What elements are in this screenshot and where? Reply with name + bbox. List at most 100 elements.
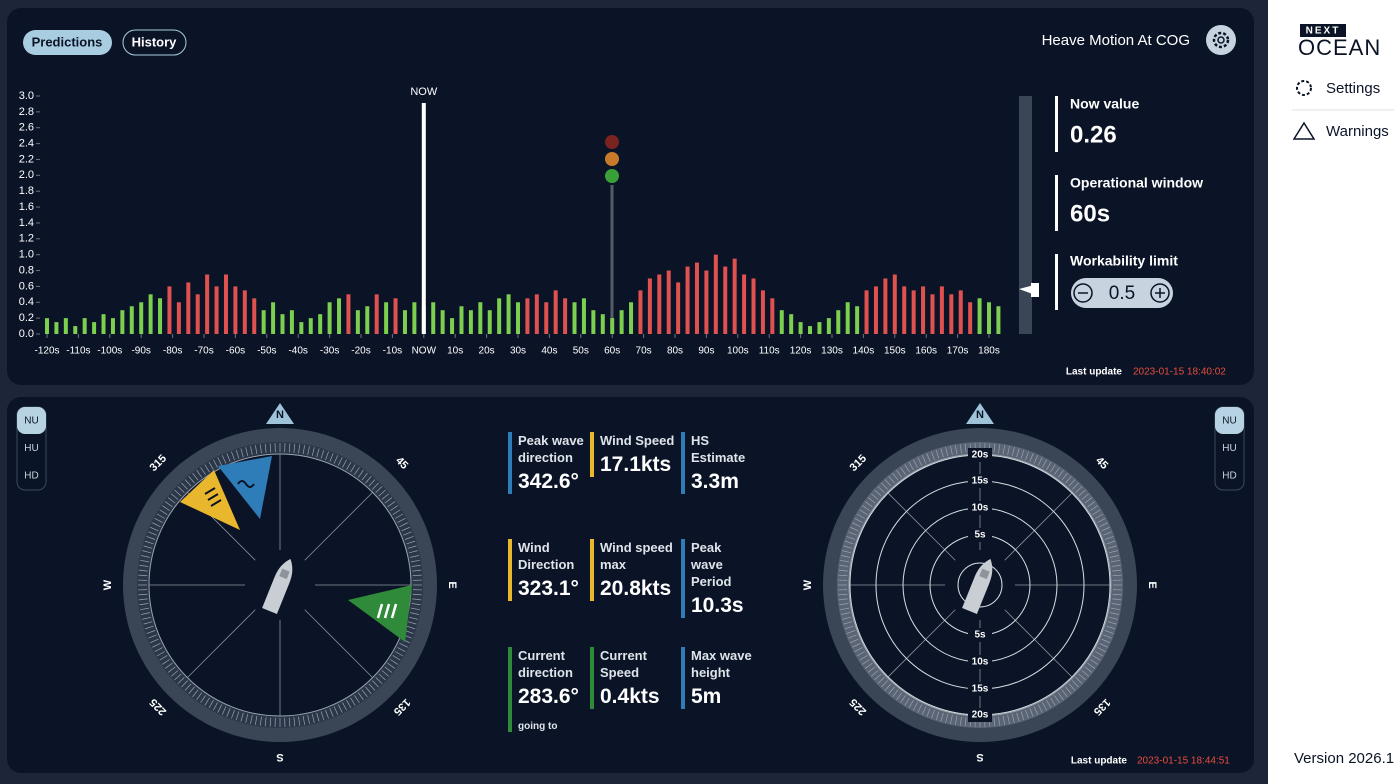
x-tick-label: 30s [510, 346, 526, 357]
bar [261, 310, 266, 334]
compass-tick [1007, 446, 1010, 455]
compass-tick [404, 630, 414, 634]
bar [666, 270, 671, 334]
compass-tick [867, 497, 876, 504]
compass-tick [167, 666, 176, 673]
compass-tick [395, 513, 404, 519]
bar [139, 302, 144, 334]
compass-tick [412, 569, 422, 572]
compass-tick [921, 455, 927, 464]
bar [412, 302, 417, 334]
compass-tick [337, 457, 343, 466]
compass-tick [1075, 677, 1083, 684]
compass-tick [325, 451, 329, 461]
compass-tick [329, 453, 334, 462]
compass-tick [1106, 540, 1116, 545]
bar [534, 294, 539, 334]
compass-tick [1108, 616, 1118, 620]
ring-label-bg [968, 708, 992, 722]
compass-tick [921, 706, 927, 715]
y-tick-label: 3.0 [19, 90, 34, 102]
view-mode[interactable]: HD [24, 471, 38, 482]
limit-handle[interactable] [1031, 283, 1039, 297]
compass-tick [240, 712, 244, 722]
compass-tick [378, 489, 386, 497]
compass-tick [148, 634, 157, 639]
compass-tick [316, 712, 320, 722]
compass-tick [877, 486, 885, 493]
compass-tick [381, 493, 390, 500]
nav-item[interactable]: Warnings [1326, 123, 1389, 140]
bar [92, 322, 97, 334]
decrement-button[interactable] [1073, 283, 1093, 303]
compass-tick [254, 445, 258, 455]
reading-value: 342.6° [518, 470, 579, 493]
view-mode-active[interactable] [1215, 407, 1244, 434]
compass-tick [184, 479, 192, 487]
metric-label: Operational window [1070, 175, 1203, 191]
compass-tick [410, 612, 419, 615]
compass-tick [852, 642, 861, 648]
view-mode[interactable]: HD [1222, 471, 1236, 482]
tab[interactable] [23, 30, 112, 55]
compass-tick [926, 453, 931, 462]
compass-tick [311, 713, 315, 723]
bar [836, 310, 841, 334]
vessel [262, 559, 293, 614]
bar [864, 290, 869, 334]
compass-tick [196, 692, 203, 701]
tab[interactable] [122, 29, 187, 56]
view-mode[interactable]: HU [1222, 443, 1236, 454]
bar [242, 290, 247, 334]
compass-tick [864, 501, 873, 508]
x-tick-label: 140s [853, 346, 875, 357]
bar [977, 298, 982, 334]
bar [921, 286, 926, 334]
view-mode[interactable]: NU [24, 416, 38, 427]
nav-item[interactable]: Settings [1326, 80, 1380, 97]
compass-tick [381, 670, 390, 677]
compass-tick [387, 662, 396, 669]
current-icon [376, 603, 398, 619]
y-tick-label: 2.6 [19, 122, 34, 134]
compass-tick [264, 717, 267, 727]
compass-tick [245, 447, 249, 457]
compass-tick [196, 469, 203, 478]
bar [789, 314, 794, 334]
compass-spoke [1004, 492, 1073, 561]
view-mode-active[interactable] [17, 407, 46, 434]
bar [450, 318, 455, 334]
compass-spoke [1004, 609, 1073, 678]
compass-tick [177, 677, 185, 684]
view-mode[interactable]: NU [1222, 416, 1236, 427]
increment-button[interactable] [1150, 283, 1170, 303]
compass-tick [1106, 625, 1116, 630]
bar [544, 302, 549, 334]
compass-tick [1072, 680, 1079, 688]
bar [327, 302, 332, 334]
compass-tick [1025, 709, 1029, 719]
reading-label: Max wave height [691, 648, 752, 680]
view-mode[interactable]: HU [24, 443, 38, 454]
compass-tick [174, 673, 182, 681]
bar [129, 306, 134, 334]
compass-tick [142, 550, 152, 554]
compass-label: S [976, 751, 983, 763]
compass-tick [841, 612, 850, 615]
compass-tick [1110, 607, 1120, 611]
bar [826, 318, 831, 334]
compass-tick [337, 704, 343, 713]
x-tick-label: 160s [915, 346, 937, 357]
x-tick-label: -30s [320, 346, 339, 357]
settings-button[interactable] [1206, 25, 1236, 55]
bar [873, 286, 878, 334]
compass-label: N [276, 409, 284, 421]
bar [289, 310, 294, 334]
compass-tick [1016, 712, 1020, 722]
traffic-light [605, 135, 619, 149]
compass-tick [259, 444, 262, 454]
compass-tick [1033, 706, 1039, 715]
tab-label[interactable]: Predictions [32, 34, 103, 49]
tab-label[interactable]: History [132, 34, 178, 49]
bar [939, 286, 944, 334]
